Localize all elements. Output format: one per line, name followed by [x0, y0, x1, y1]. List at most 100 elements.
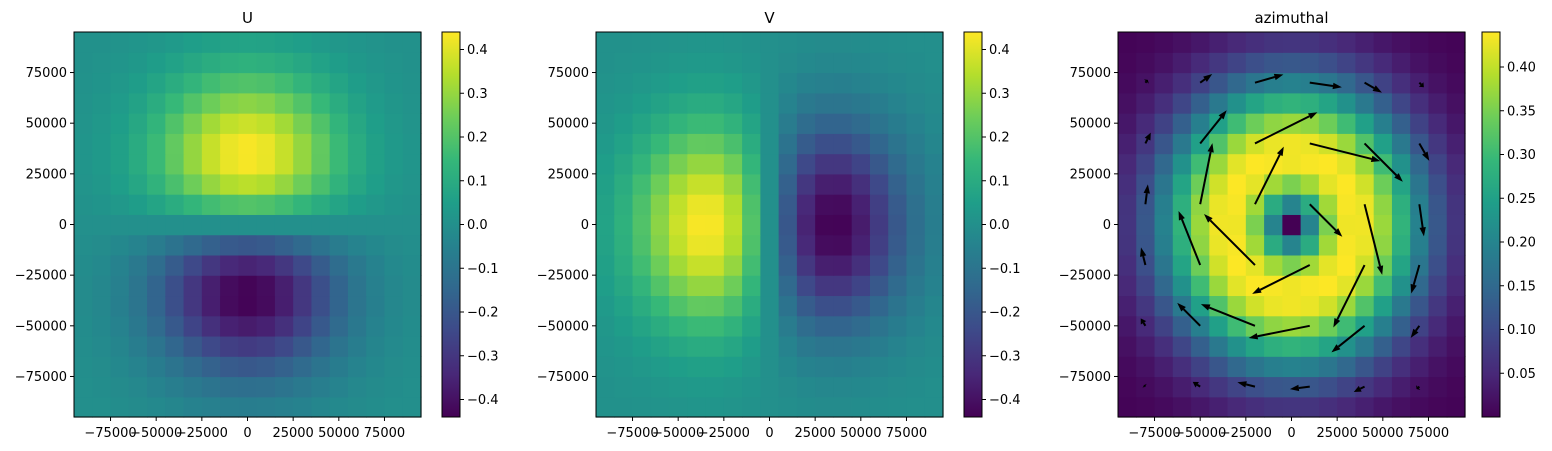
heatmap-cell [1245, 92, 1265, 114]
quiver-arrow-shaft [1259, 264, 1311, 291]
heatmap-cell [1428, 275, 1448, 297]
heatmap-cell [632, 376, 652, 398]
heatmap-cell [1227, 234, 1247, 256]
heatmap-cell [632, 173, 652, 195]
heatmap-cell [650, 133, 670, 155]
heatmap-cell [183, 214, 203, 236]
heatmap-cell [128, 275, 148, 297]
heatmap-cell [614, 113, 634, 134]
heatmap-cell [1136, 275, 1156, 297]
heatmap-cell [128, 52, 148, 74]
heatmap-cell [1136, 194, 1156, 215]
heatmap-cell [924, 356, 944, 378]
heatmap-cell [1172, 133, 1192, 155]
heatmap-cell [833, 356, 853, 378]
heatmap-cell [796, 376, 816, 398]
heatmap-cell [650, 315, 670, 337]
heatmap-cell [1300, 376, 1320, 398]
heatmap-cell [110, 335, 130, 357]
heatmap-cell [1446, 295, 1466, 317]
heatmap-cell [742, 396, 761, 418]
heatmap-cell [366, 275, 386, 297]
heatmap-cell [311, 356, 331, 378]
heatmap-cell [669, 275, 688, 297]
heatmap-cell [1318, 173, 1338, 195]
heatmap-cell [1136, 214, 1156, 236]
heatmap-cell [201, 356, 221, 378]
heatmap-cell [1172, 173, 1192, 195]
colorbar: 0.05 0.10 0.15 0.20 0.25 0.30 0.35 0.40 [1481, 31, 1536, 418]
heatmap-cell [311, 194, 331, 215]
heatmap-cell [833, 275, 853, 297]
heatmap-cell [1191, 32, 1210, 53]
heatmap-cell [293, 295, 313, 317]
heatmap-cell [687, 32, 707, 53]
heatmap-cell [888, 113, 908, 134]
heatmap-cell [906, 376, 926, 398]
heatmap-cell [274, 32, 294, 53]
heatmap-cell [201, 194, 221, 215]
heatmap-cell [110, 32, 130, 53]
quiver-arrow-head [1419, 227, 1426, 237]
heatmap-cell [1300, 275, 1320, 297]
heatmap-cell [74, 72, 93, 94]
x-tick-label: 25000 [1316, 426, 1357, 441]
heatmap-cell [1282, 32, 1302, 53]
heatmap-cell [1118, 275, 1137, 297]
heatmap-cell [329, 335, 349, 357]
heatmap-cell [74, 52, 93, 74]
heatmap-cell [1172, 194, 1192, 215]
heatmap-cell [1227, 113, 1247, 134]
heatmap-cell [1209, 113, 1229, 134]
heatmap-cell [833, 153, 853, 175]
heatmap-cell [293, 275, 313, 297]
x-tick-label: −50000 [1174, 426, 1226, 441]
quiver-arrow-head [1276, 146, 1284, 157]
heatmap-cell [347, 295, 367, 317]
x-tick-label: 0 [765, 426, 773, 441]
heatmap-cell [1172, 153, 1192, 175]
x-tick-label: 75000 [1408, 426, 1449, 441]
heatmap-cell [650, 254, 670, 276]
heatmap-cell [402, 234, 422, 256]
heatmap-cell [851, 32, 871, 53]
heatmap-cell [147, 113, 166, 134]
heatmap-cell [1355, 32, 1375, 53]
heatmap-cell [815, 72, 835, 94]
heatmap-cell [1264, 335, 1283, 357]
heatmap-cell [705, 356, 725, 378]
heatmap-cell [869, 92, 889, 114]
heatmap-cell [74, 153, 93, 175]
heatmap-cell [1373, 52, 1393, 74]
heatmap-cell [238, 194, 258, 215]
heatmap-cell [778, 396, 798, 418]
heatmap-cell [1373, 194, 1393, 215]
heatmap-cell [632, 254, 652, 276]
heatmap-cell [402, 92, 422, 114]
heatmap-cell [183, 72, 203, 94]
heatmap-cell [742, 376, 761, 398]
heatmap-cell [888, 32, 908, 53]
heatmap-cell [402, 133, 422, 155]
heatmap-cell [906, 153, 926, 175]
heatmap-cell [687, 72, 707, 94]
y-tick-label: −25000 [1059, 269, 1111, 284]
heatmap-cell [1282, 72, 1302, 94]
heatmap-cell [384, 52, 404, 74]
heatmap-cell [851, 356, 871, 378]
colorbar-tick-label: 0.40 [1507, 61, 1536, 76]
heatmap-cell [256, 396, 276, 418]
heatmap-cell [1118, 133, 1137, 155]
heatmap-cell [614, 214, 634, 236]
quiver-arrow-head [1273, 73, 1284, 81]
heatmap-cell [1172, 315, 1192, 337]
heatmap-cell [1264, 376, 1283, 398]
heatmap-cell [1318, 153, 1338, 175]
heatmap-cell [1264, 173, 1283, 195]
heatmap-cell [1373, 275, 1393, 297]
quiver-arrow-head [1353, 385, 1362, 393]
heatmap-cell [293, 133, 313, 155]
heatmap-cell [110, 254, 130, 276]
heatmap-cell [347, 173, 367, 195]
heatmap-cell [147, 254, 166, 276]
